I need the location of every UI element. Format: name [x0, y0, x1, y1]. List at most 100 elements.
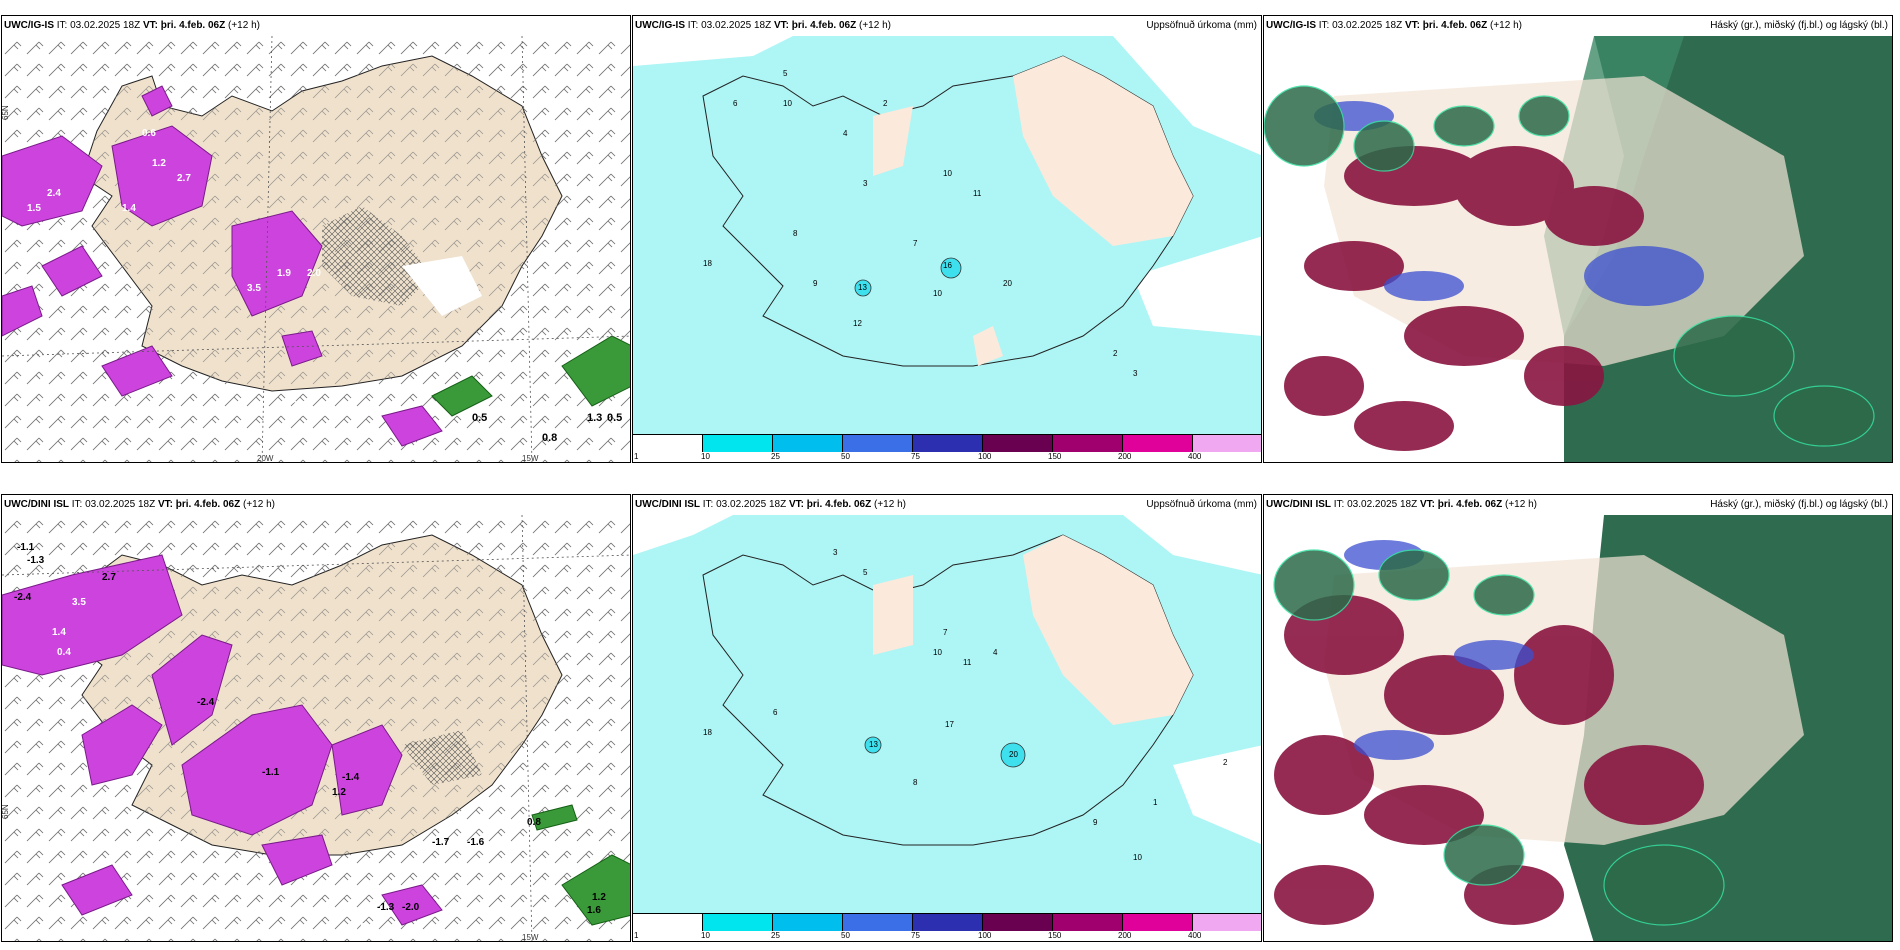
legend-label: 25	[771, 931, 780, 940]
panel-title: UWC/IG-IS IT: 03.02.2025 18Z VT: þri. 4.…	[635, 20, 891, 31]
value-label: 1.4	[52, 627, 66, 638]
value-label: 2	[1113, 349, 1118, 358]
value-label: -1.7	[432, 837, 450, 848]
value-label: 20	[1009, 750, 1018, 759]
panel-title: UWC/IG-IS IT: 03.02.2025 18Z VT: þri. 4.…	[1266, 20, 1522, 31]
grid-label: 15W	[522, 454, 539, 463]
precip-title: Uppsöfnuð úrkoma (mm)	[1146, 499, 1257, 510]
value-label: 11	[963, 658, 972, 667]
value-label: 9	[813, 279, 818, 288]
value-label: 2	[883, 99, 888, 108]
value-label: -1.4	[342, 772, 360, 783]
precip-map: 3 5 7 10 17 20 13 18 11 4 6 8 2 10 9 1	[633, 515, 1261, 915]
value-label: 1.9	[277, 268, 291, 279]
value-label: 16	[943, 261, 952, 270]
cloud-map	[1264, 515, 1892, 941]
value-label: 0.5	[472, 412, 487, 424]
value-label: 10	[1133, 853, 1142, 862]
value-label: 13	[869, 740, 878, 749]
wind-map: -1.1 -1.3 -2.4 2.7 -2.4 -1.1 -1.4 1.2 0.…	[2, 515, 630, 942]
value-label: 1.2	[152, 158, 166, 169]
legend-label: 75	[911, 931, 920, 940]
value-label: 0.4	[57, 647, 71, 658]
value-label: 7	[913, 239, 918, 248]
legend-swatch	[633, 913, 703, 931]
legend-swatch	[983, 434, 1053, 452]
value-label: -1.1	[262, 767, 280, 778]
legend-swatch	[773, 434, 843, 452]
value-label: 1	[1153, 798, 1158, 807]
graticule	[2, 36, 630, 462]
cloud-map	[1264, 36, 1892, 462]
legend-swatch	[1053, 434, 1123, 452]
hatched-area	[402, 256, 482, 316]
value-label: 3.5	[247, 283, 261, 294]
precip-map: 5 6 10 10 3 7 4 2 16 20 13 12 11 9 8 18 …	[633, 36, 1261, 436]
value-label: 5	[863, 568, 868, 577]
grid-label: 20W	[257, 454, 274, 463]
legend-label: 50	[841, 452, 850, 461]
legend-label: 200	[1118, 931, 1132, 940]
legend-swatch	[703, 913, 773, 931]
legend-swatch	[983, 913, 1053, 931]
value-label: -1.3	[377, 902, 395, 913]
legend-label: 1	[634, 452, 639, 461]
value-label: 5	[783, 69, 788, 78]
legend-label: 100	[978, 931, 992, 940]
value-label: 2.6	[292, 400, 306, 411]
value-label: 18	[703, 728, 712, 737]
value-label: -1.3	[27, 555, 45, 566]
panel-wind-top: UWC/IG-IS IT: 03.02.2025 18Z VT: þri. 4.…	[1, 15, 631, 463]
value-label: 10	[783, 99, 792, 108]
legend-label: 150	[1048, 931, 1062, 940]
value-label: -1.1	[17, 542, 35, 553]
panel-title: UWC/IG-IS IT: 03.02.2025 18Z VT: þri. 4.…	[4, 20, 260, 31]
legend-label: 200	[1118, 452, 1132, 461]
hatched-area	[322, 206, 432, 306]
graticule	[2, 515, 630, 941]
precip-cells	[2, 85, 443, 447]
value-label: 13	[858, 283, 867, 292]
legend-label: 50	[841, 931, 850, 940]
value-label: 7	[943, 628, 948, 637]
panel-cloud-bottom: UWC/DINI ISL IT: 03.02.2025 18Z VT: þri.…	[1263, 494, 1893, 942]
value-label: 10	[943, 169, 952, 178]
value-label: 6	[773, 708, 778, 717]
value-label: 1.2	[332, 787, 346, 798]
value-label: 2.0	[307, 268, 321, 279]
cloud-cells-mid	[1284, 146, 1644, 451]
precip-legend: 1 10 25 50 75 100 150 200 400	[633, 913, 1261, 941]
precip-title: Uppsöfnuð úrkoma (mm)	[1146, 20, 1257, 31]
legend-label: 10	[701, 931, 710, 940]
value-label: 4	[993, 648, 998, 657]
precip-legend: 1 10 25 50 75 100 150 200 400	[633, 434, 1261, 462]
legend-swatch	[1193, 913, 1261, 931]
value-label: 18	[703, 259, 712, 268]
legend-label: 75	[911, 452, 920, 461]
value-label: 1.3	[587, 412, 602, 424]
legend-swatch	[843, 434, 913, 452]
value-label: -1.6	[467, 837, 485, 848]
value-label: 2.7	[102, 572, 116, 583]
cloud-cells-high	[1264, 85, 1875, 447]
value-label: 6	[733, 99, 738, 108]
value-label: 3.0	[352, 922, 366, 933]
value-label: 8	[913, 778, 918, 787]
glacier-cells	[864, 736, 1026, 768]
panel-precip-bottom: UWC/DINI ISL IT: 03.02.2025 18Z VT: þri.…	[632, 494, 1262, 942]
value-label: 1.4	[122, 203, 136, 214]
value-label: 20	[1003, 279, 1012, 288]
value-label: 0.8	[527, 817, 541, 828]
panel-wind-bottom: UWC/DINI ISL IT: 03.02.2025 18Z VT: þri.…	[1, 494, 631, 942]
value-label: -2.4	[197, 697, 215, 708]
legend-label: 1	[634, 931, 639, 940]
value-label: 12	[853, 319, 862, 328]
value-label: 3	[833, 548, 838, 557]
legend-swatch	[913, 913, 983, 931]
value-label: 0.5	[607, 412, 622, 424]
legend-label: 150	[1048, 452, 1062, 461]
grid-label: 15W	[522, 933, 539, 942]
value-label: 0.8	[542, 432, 557, 444]
legend-swatch	[913, 434, 983, 452]
value-label: 1.6	[587, 905, 601, 916]
